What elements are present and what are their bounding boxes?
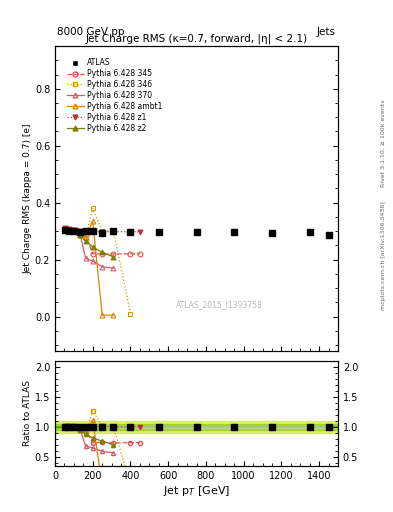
Text: mcplots.cern.ch [arXiv:1306.3436]: mcplots.cern.ch [arXiv:1306.3436] xyxy=(381,202,386,310)
X-axis label: Jet p$_{T}$ [GeV]: Jet p$_{T}$ [GeV] xyxy=(163,483,230,498)
Legend: ATLAS, Pythia 6.428 345, Pythia 6.428 346, Pythia 6.428 370, Pythia 6.428 ambt1,: ATLAS, Pythia 6.428 345, Pythia 6.428 34… xyxy=(64,56,164,135)
Text: 8000 GeV pp: 8000 GeV pp xyxy=(57,27,125,37)
Text: ATLAS_2015_I1393758: ATLAS_2015_I1393758 xyxy=(176,301,263,310)
Y-axis label: Ratio to ATLAS: Ratio to ATLAS xyxy=(23,380,32,446)
Bar xyxy=(55,421,338,433)
Title: Jet Charge RMS (κ=0.7, forward, |η| < 2.1): Jet Charge RMS (κ=0.7, forward, |η| < 2.… xyxy=(85,34,308,45)
Text: Jets: Jets xyxy=(317,27,336,37)
Y-axis label: Jet Charge RMS (kappa = 0.7) [e]: Jet Charge RMS (kappa = 0.7) [e] xyxy=(23,123,32,273)
Text: Rivet 3.1.10, ≥ 100k events: Rivet 3.1.10, ≥ 100k events xyxy=(381,99,386,187)
Bar xyxy=(55,424,338,430)
